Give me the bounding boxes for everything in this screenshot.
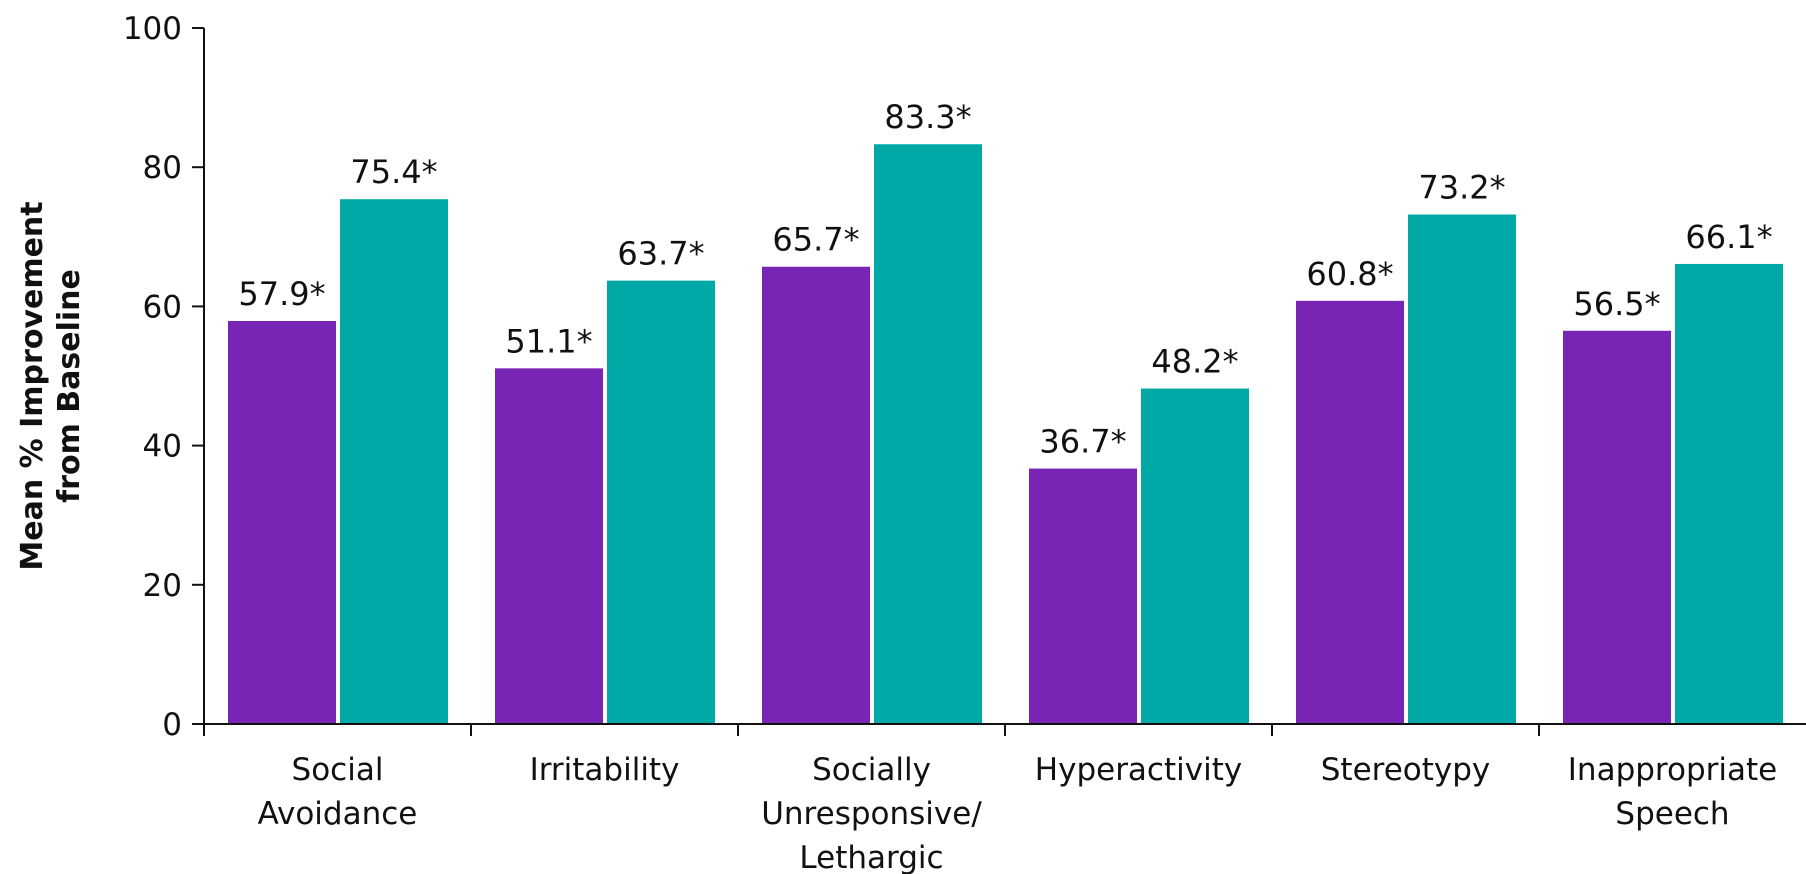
category-label: Socially Unresponsive/Lethargic (761, 752, 982, 874)
data-label: 63.7* (617, 235, 704, 273)
data-label: 56.5* (1573, 285, 1660, 323)
category-label: Social Avoidance (258, 752, 418, 832)
data-label: 83.3* (884, 98, 971, 136)
bar-series-2 (874, 144, 982, 724)
bar-series-2 (1408, 214, 1516, 724)
category-label: Stereotypy (1321, 752, 1491, 788)
bar-series-2 (607, 280, 715, 724)
data-label: 65.7* (772, 221, 859, 259)
data-label: 75.4* (350, 153, 437, 191)
data-label: 57.9* (238, 275, 325, 313)
y-tick-label: 80 (143, 150, 182, 186)
y-axis-title-text: Mean % Improvementfrom Baseline (15, 201, 87, 570)
data-label: 66.1* (1685, 218, 1772, 256)
category-label: Irritability (530, 752, 680, 788)
bar-series-2 (1675, 263, 1783, 724)
bar-series-2 (340, 199, 448, 724)
y-axis-ticks: 0 20 40 60 80 100 (123, 11, 204, 743)
bar-series-2 (1141, 388, 1249, 724)
data-label: 73.2* (1418, 169, 1505, 207)
y-tick-label: 100 (123, 11, 182, 47)
x-axis-ticks (203, 724, 1540, 736)
bar-series-1 (1296, 300, 1404, 724)
y-tick-label: 0 (162, 707, 182, 743)
bar-series-1 (495, 368, 603, 724)
data-label: 48.2* (1151, 343, 1238, 381)
y-tick-label: 40 (143, 429, 182, 465)
y-axis-title: Mean % Improvementfrom Baseline (15, 201, 87, 570)
category-label: Hyperactivity (1035, 752, 1242, 788)
data-label: 60.8* (1306, 255, 1393, 293)
bars (228, 144, 1783, 724)
bar-series-1 (1029, 468, 1137, 724)
bar-series-1 (228, 321, 336, 724)
y-tick-label: 60 (143, 289, 182, 325)
y-tick-label: 20 (143, 568, 182, 604)
data-label: 51.1* (505, 322, 592, 360)
bar-series-1 (762, 266, 870, 724)
bar-series-1 (1563, 330, 1671, 724)
category-label: Inappropriate Speech (1568, 752, 1777, 832)
data-label: 36.7* (1039, 423, 1126, 461)
category-labels: Social Avoidance Irritability Socially Unres… (258, 752, 1778, 874)
data-labels: 57.9* 51.1* 65.7* 36.7* 60.8* 56.5* 75.4* 63.7*… (238, 98, 1772, 460)
